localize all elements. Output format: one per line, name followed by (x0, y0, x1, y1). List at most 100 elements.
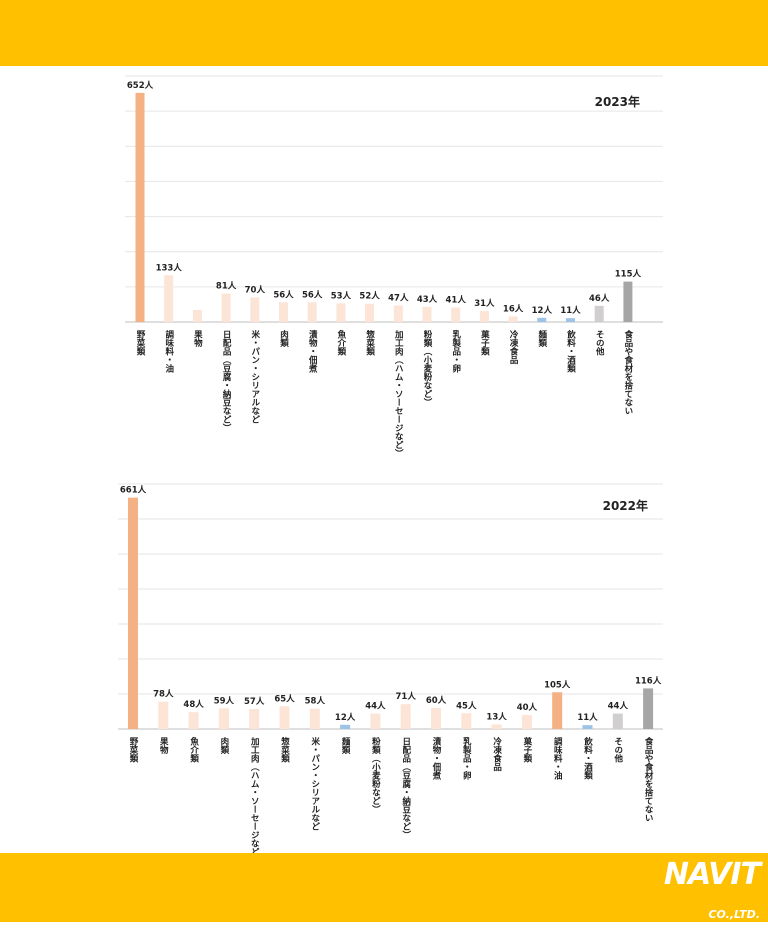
bar (164, 275, 174, 322)
category-label: 飲料・酒類 (566, 329, 577, 373)
bar (279, 706, 290, 729)
data-label: 60人 (426, 695, 447, 706)
logo-brand: NAVIT CO.,LTD. (620, 857, 761, 932)
bar (188, 712, 199, 729)
category-label: 麺類 (537, 329, 548, 348)
bar (279, 302, 288, 322)
data-label: 56人 (302, 289, 323, 300)
category-label: 魚介類 (336, 329, 347, 356)
data-label: 70人 (245, 284, 266, 295)
category-label: 調味料・油 (552, 736, 562, 780)
data-label: 81人 (216, 281, 237, 292)
category-label: 肉類 (279, 329, 290, 348)
bar (218, 708, 229, 729)
data-label: 661人 (120, 485, 147, 496)
data-label: 59人 (214, 695, 235, 706)
data-label: 13人 (486, 711, 507, 722)
navit-logo: NAVIT CO.,LTD. www.navit-j.com (620, 858, 761, 946)
bar (451, 307, 461, 322)
category-label: 日配品（豆腐・納豆など） (401, 737, 412, 839)
data-label: 12人 (335, 712, 356, 723)
data-label: 12人 (532, 305, 553, 316)
bar (370, 713, 381, 729)
logo-url: www.navit-j.com (668, 932, 760, 945)
bar (491, 724, 502, 729)
chart-title: 2022年 (603, 498, 648, 513)
bar (309, 708, 320, 729)
bar (135, 92, 145, 323)
bar (158, 701, 169, 729)
bar (521, 715, 532, 729)
bottom-band (0, 853, 768, 922)
bar (340, 724, 351, 729)
data-label: 45人 (456, 700, 477, 711)
category-label: 果物 (192, 329, 203, 348)
bar (612, 713, 623, 729)
data-label: 52人 (359, 291, 380, 302)
category-label: 米・パン・シリアルなど (310, 736, 320, 830)
category-label: 乳製品・卵 (451, 329, 462, 373)
bar (128, 497, 138, 729)
data-label: 71人 (396, 691, 417, 702)
category-label: 麺類 (340, 736, 351, 755)
category-label: 粉類（小麦粉など） (422, 329, 433, 406)
bar (594, 305, 604, 322)
bar (643, 688, 654, 729)
data-label: 57人 (244, 696, 265, 707)
category-label: 冷凍食品 (508, 329, 518, 365)
data-label: 116人 (635, 675, 662, 686)
data-label: 56人 (273, 289, 294, 300)
logo-brand-text: NAVIT (663, 857, 761, 892)
bar (250, 297, 260, 322)
bar (422, 306, 432, 322)
category-label: 粉類（小麦粉など） (370, 736, 381, 813)
data-label: 58人 (305, 696, 326, 707)
chart-title: 2023年 (595, 94, 640, 109)
category-label: その他 (594, 330, 605, 356)
bar (393, 305, 403, 322)
category-label: 調味料・油 (164, 329, 174, 373)
category-label: 野菜類 (135, 330, 146, 356)
data-label: 133人 (156, 262, 183, 273)
bar (552, 692, 563, 729)
category-label: 食品や食材を捨てない (643, 736, 654, 822)
data-label: 53人 (331, 290, 352, 301)
logo-suffix: CO.,LTD. (708, 908, 760, 921)
bar (623, 281, 633, 322)
category-label: 魚介類 (189, 736, 200, 763)
category-label: その他 (613, 737, 624, 763)
category-label: 果物 (158, 736, 169, 755)
category-label: 乳製品・卵 (461, 736, 472, 780)
data-label: 41人 (446, 295, 467, 306)
bar (336, 303, 346, 322)
data-label: 44人 (365, 701, 386, 712)
data-label: 105人 (544, 679, 571, 690)
data-label: 46人 (589, 293, 610, 304)
bar (582, 725, 593, 729)
bar (249, 709, 260, 729)
bar (431, 708, 441, 729)
data-label: 652人 (127, 80, 154, 91)
category-label: 食品や食材を捨てない (623, 329, 634, 415)
bar (508, 316, 518, 322)
data-label: 78人 (153, 689, 174, 700)
category-label: 日配品（豆腐・納豆など） (221, 330, 232, 432)
bar (400, 704, 411, 729)
data-label: 43人 (417, 294, 438, 305)
bar (221, 293, 231, 322)
data-label: 65人 (274, 693, 295, 704)
bar (192, 310, 202, 322)
top-band (0, 0, 768, 66)
category-label: 加工肉（ハム・ソーセージなど） (393, 329, 404, 457)
bar (566, 318, 575, 322)
data-label: 47人 (388, 292, 409, 303)
category-label: 冷凍食品 (492, 736, 502, 772)
category-label: 肉類 (219, 736, 230, 755)
category-label: 米・パン・シリアルなど (250, 329, 260, 423)
category-label: 漬物・佃煮 (307, 329, 318, 373)
data-label: 16人 (503, 303, 524, 314)
data-label: 40人 (517, 702, 538, 713)
data-label: 48人 (183, 699, 204, 710)
bar (365, 303, 375, 322)
